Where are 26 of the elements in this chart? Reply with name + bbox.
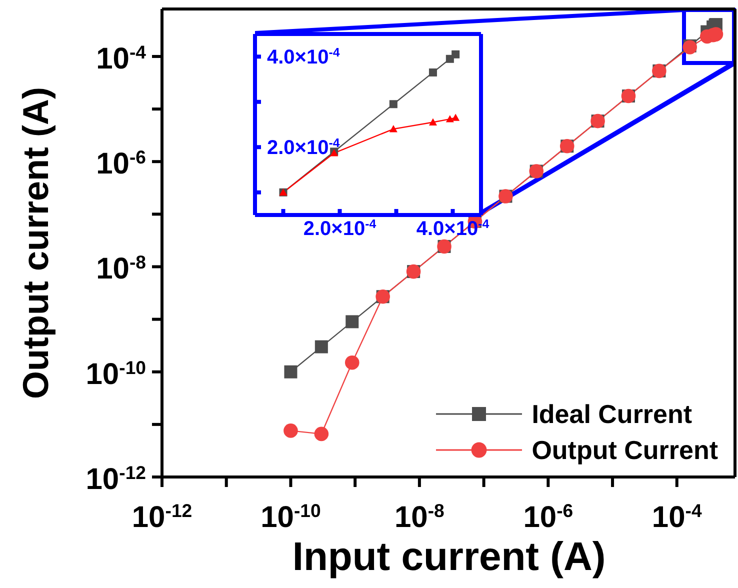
x-tick-label: 10$^{-4}$ <box>652 500 702 534</box>
x-tick-label: 10$^{-12}$ <box>132 500 192 534</box>
y-axis-title: Output current (A) <box>15 87 56 399</box>
point <box>346 315 359 328</box>
x-tick-label: 10$^{-8}$ <box>394 500 444 534</box>
point <box>428 118 437 126</box>
legend-label: Ideal Current <box>532 398 692 430</box>
y-tick-label: 10$^{-10}$ <box>86 356 146 391</box>
point <box>446 115 454 122</box>
point <box>344 355 360 370</box>
point <box>452 50 460 58</box>
point <box>284 365 298 378</box>
point <box>389 100 398 108</box>
point <box>314 340 328 354</box>
point <box>389 125 398 132</box>
legend-label: Output Current <box>532 434 718 466</box>
point <box>452 114 460 121</box>
x-tick-label: 10$^{-6}$ <box>523 500 574 534</box>
point <box>314 426 329 442</box>
y-tick-label: 10$^{-12}$ <box>86 462 146 496</box>
point <box>428 68 437 76</box>
y-tick-label: 10$^{-6}$ <box>96 146 146 181</box>
point <box>284 424 298 438</box>
y-tick-label: 10$^{-8}$ <box>96 251 146 286</box>
y-tick-label: 10$^{-4}$ <box>96 40 147 76</box>
x-axis-title: Input current (A) <box>292 535 606 579</box>
